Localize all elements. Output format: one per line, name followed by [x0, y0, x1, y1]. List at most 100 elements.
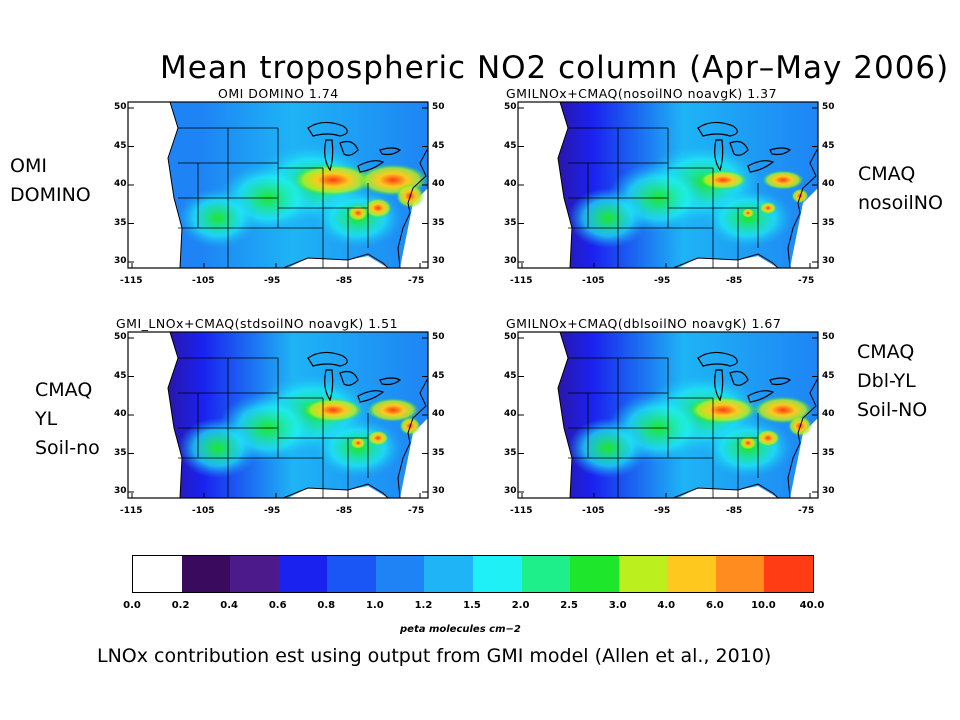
- lat-tick-label: 30: [432, 256, 445, 266]
- lat-tick-label: 50: [822, 102, 835, 112]
- lat-tick-label: 35: [432, 217, 445, 228]
- map-panel-4: GMILNOx+CMAQ(dblsoilNO noavgK) 1.67 50 50 4…: [498, 316, 835, 518]
- colorbar-tick-label: 1.2: [414, 600, 433, 611]
- lat-tick-label: 35: [114, 447, 127, 458]
- colorbar-tick-label: 1.0: [365, 600, 384, 611]
- lon-tick-label: -115: [120, 506, 143, 516]
- lat-tick-label: 30: [432, 486, 445, 496]
- lat-tick-label: 40: [114, 179, 127, 189]
- lat-tick-label: 45: [504, 370, 517, 381]
- lat-tick-label: 40: [504, 179, 517, 189]
- colorbar-segment: [521, 556, 571, 592]
- colorbar-tick-label: 2.0: [511, 600, 530, 611]
- panel-title: OMI DOMINO 1.74: [218, 86, 339, 101]
- lat-tick-label: 45: [432, 370, 445, 381]
- caption: LNOx contribution est using output from …: [97, 645, 772, 667]
- lat-tick-label: 50: [504, 332, 517, 342]
- lat-tick-label: 45: [114, 370, 127, 381]
- lat-tick-label: 50: [114, 102, 127, 112]
- lat-tick-label: 50: [114, 332, 127, 342]
- colorbar-segment: [230, 556, 280, 592]
- no2-map: [517, 331, 819, 499]
- lon-tick-label: -115: [510, 276, 533, 286]
- label-cmaq-nosoilno: CMAQ nosoilNO: [858, 163, 943, 214]
- label-cmaq-yl-soil: CMAQ YL Soil-no: [35, 379, 100, 459]
- lon-tick-label: -105: [192, 506, 215, 516]
- colorbar: [132, 555, 814, 593]
- lat-tick-label: 45: [114, 140, 127, 151]
- colorbar-segment: [278, 556, 328, 592]
- lat-tick-label: 40: [504, 409, 517, 419]
- lat-tick-label: 50: [504, 102, 517, 112]
- lat-tick-label: 45: [432, 140, 445, 151]
- lat-tick-label: 30: [504, 486, 517, 496]
- lon-tick-label: -105: [582, 506, 605, 516]
- colorbar-tick-label: 4.0: [657, 600, 676, 611]
- colorbar-tick-label: 3.0: [608, 600, 627, 611]
- lat-tick-label: 50: [432, 332, 445, 342]
- no2-map: [517, 101, 819, 269]
- lat-tick-label: 35: [822, 447, 835, 458]
- lat-tick-label: 35: [114, 217, 127, 228]
- lat-tick-label: 30: [114, 256, 127, 266]
- lon-tick-label: -115: [120, 276, 143, 286]
- lon-tick-label: -95: [654, 506, 671, 516]
- label-cmaq-dbl-yl-soil: CMAQ Dbl-YL Soil-NO: [857, 341, 928, 421]
- colorbar-segment: [570, 556, 620, 592]
- colorbar-segment: [764, 556, 814, 592]
- lat-tick-label: 30: [822, 486, 835, 496]
- map-panel-3: GMI_LNOx+CMAQ(stdsoilNO noavgK) 1.51 50 50…: [108, 316, 445, 518]
- colorbar-units: peta molecules cm−2: [400, 624, 521, 635]
- lat-tick-label: 45: [822, 370, 835, 381]
- lat-tick-label: 30: [114, 486, 127, 496]
- lat-tick-label: 35: [822, 217, 835, 228]
- lat-tick-label: 40: [114, 409, 127, 419]
- no2-map: [127, 101, 429, 269]
- lon-tick-label: -105: [582, 276, 605, 286]
- colorbar-segment: [327, 556, 377, 592]
- lon-tick-label: -95: [264, 506, 281, 516]
- lat-tick-label: 40: [432, 179, 445, 189]
- lon-tick-label: -85: [336, 276, 353, 286]
- lat-tick-label: 50: [432, 102, 445, 112]
- colorbar-segment: [667, 556, 717, 592]
- lat-tick-label: 30: [822, 256, 835, 266]
- lat-tick-label: 35: [504, 217, 517, 228]
- lon-tick-label: -85: [336, 506, 353, 516]
- lon-tick-label: -75: [798, 506, 815, 516]
- lon-tick-label: -75: [408, 506, 425, 516]
- lat-tick-label: 35: [432, 447, 445, 458]
- colorbar-segment: [715, 556, 765, 592]
- colorbar-tick-label: 10.0: [751, 600, 776, 611]
- label-omi-domino: OMI DOMINO: [10, 155, 91, 206]
- lat-tick-label: 40: [432, 409, 445, 419]
- lon-tick-label: -115: [510, 506, 533, 516]
- colorbar-tick-label: 0.0: [123, 600, 141, 611]
- colorbar-tick-label: 2.5: [560, 600, 578, 611]
- figure-title: Mean tropospheric NO2 column (Apr–May 20…: [160, 50, 950, 86]
- lat-tick-label: 40: [822, 409, 835, 419]
- colorbar-segment: [618, 556, 668, 592]
- lat-tick-label: 45: [822, 140, 835, 151]
- lat-tick-label: 30: [504, 256, 517, 266]
- panel-title: GMILNOx+CMAQ(dblsoilNO noavgK) 1.67: [506, 316, 782, 331]
- lat-tick-label: 50: [822, 332, 835, 342]
- colorbar-tick-label: 1.5: [463, 600, 481, 611]
- map-panel-1: OMI DOMINO 1.74 50 50 45 45 40 40 35 35 30 30 -115 -…: [108, 86, 445, 288]
- map-panel-2: GMILNOx+CMAQ(nosoilNO noavgK) 1.37 50 50 45…: [498, 86, 835, 288]
- lon-tick-label: -95: [264, 276, 281, 286]
- colorbar-tick-label: 0.8: [317, 600, 336, 611]
- colorbar-tick-label: 0.6: [268, 600, 287, 611]
- colorbar-tick-label: 0.2: [171, 600, 190, 611]
- lat-tick-label: 35: [504, 447, 517, 458]
- lon-tick-label: -95: [654, 276, 671, 286]
- colorbar-segment: [181, 556, 231, 592]
- no2-map: [127, 331, 429, 499]
- colorbar-segment: [424, 556, 474, 592]
- lat-tick-label: 40: [822, 179, 835, 189]
- colorbar-tick-label: 40.0: [799, 600, 825, 611]
- lon-tick-label: -85: [726, 276, 743, 286]
- colorbar-tick-label: 6.0: [705, 600, 724, 611]
- lon-tick-label: -75: [798, 276, 815, 286]
- colorbar-segment: [375, 556, 425, 592]
